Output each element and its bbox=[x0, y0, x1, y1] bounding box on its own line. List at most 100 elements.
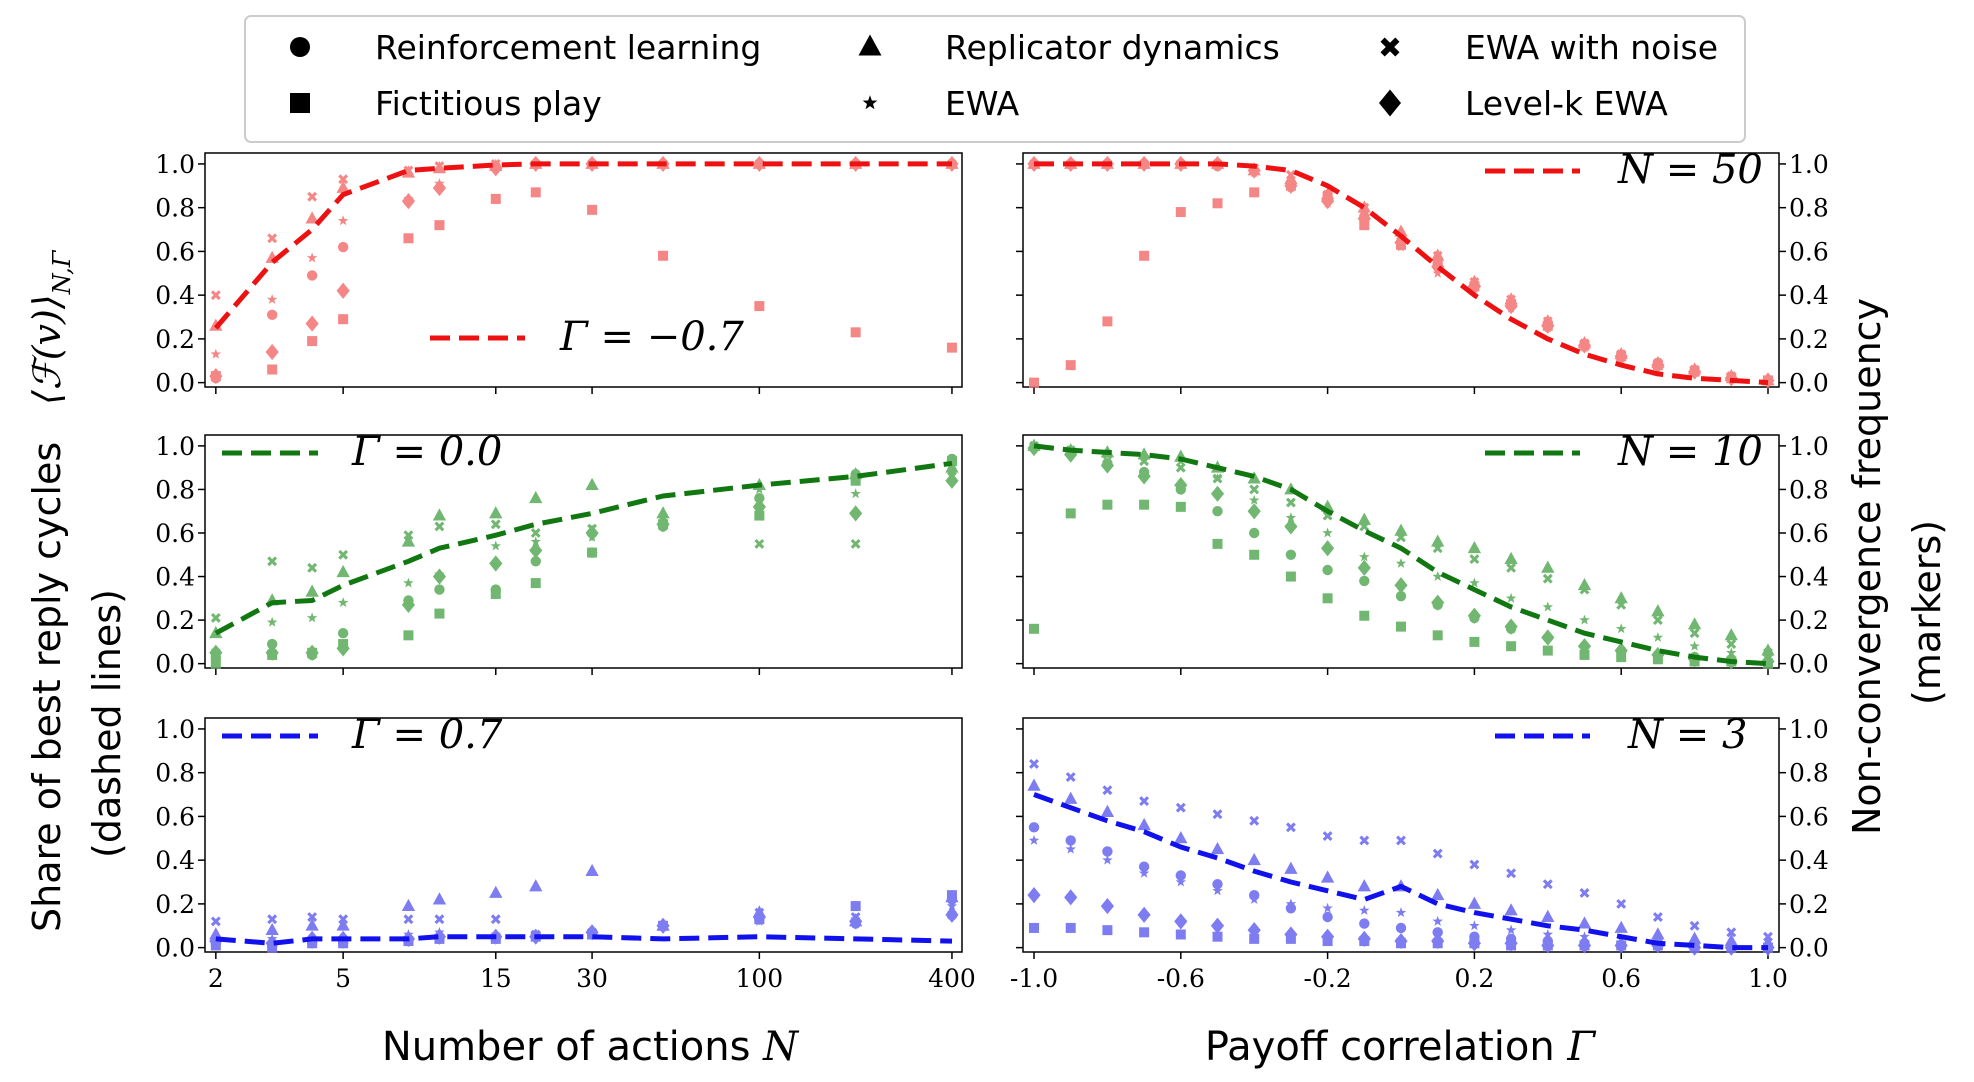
data-point-cross bbox=[1139, 456, 1150, 467]
data-point-diamond bbox=[1210, 917, 1225, 934]
data-point-circle bbox=[1579, 938, 1590, 949]
data-point-triangle bbox=[1357, 512, 1371, 525]
data-point-cross bbox=[338, 549, 349, 560]
data-point-cross bbox=[1652, 615, 1663, 626]
data-point-cross bbox=[1542, 573, 1553, 584]
panel-legend-label: Γ = 0.0 bbox=[351, 429, 502, 475]
legend-label: Fictitious play bbox=[375, 84, 602, 123]
data-point-diamond bbox=[1210, 485, 1225, 502]
data-point-diamond bbox=[1431, 932, 1445, 950]
data-point-diamond bbox=[265, 644, 279, 661]
data-point-cross bbox=[850, 912, 861, 922]
x-tick-label: 1.0 bbox=[1748, 964, 1788, 993]
data-point-cross bbox=[947, 909, 957, 920]
y-tick-label-right: 0.2 bbox=[1789, 325, 1829, 354]
data-point-circle bbox=[1579, 641, 1590, 652]
data-point-triangle bbox=[1064, 791, 1078, 804]
data-point-circle bbox=[1395, 922, 1407, 934]
data-point-star bbox=[266, 616, 278, 627]
data-point-square bbox=[307, 336, 318, 347]
data-point-cross bbox=[1432, 848, 1443, 859]
legend-marker-cross-icon bbox=[1380, 37, 1400, 57]
left-ylabel-line2: (dashed lines) bbox=[85, 589, 129, 858]
data-point-cross bbox=[1396, 532, 1406, 543]
data-point-circle bbox=[1359, 211, 1370, 222]
plot-frame bbox=[204, 152, 963, 388]
data-point-triangle bbox=[209, 927, 223, 940]
data-point-circle bbox=[434, 584, 445, 595]
x-tick-label: 30 bbox=[576, 964, 608, 993]
data-point-star bbox=[337, 597, 349, 608]
data-point-square bbox=[530, 578, 541, 589]
data-point-square bbox=[1029, 922, 1040, 933]
data-point-star bbox=[1359, 904, 1370, 915]
legend-item-circle: Reinforcement learning bbox=[290, 28, 761, 67]
x-axis-label-left: Number of actions N bbox=[382, 1024, 800, 1070]
data-point-diamond bbox=[1247, 922, 1261, 939]
data-point-square bbox=[754, 510, 765, 521]
data-point-triangle bbox=[1284, 861, 1298, 874]
data-point-square bbox=[1029, 377, 1040, 388]
left-ylabel-line1: Share of best reply cycles bbox=[25, 442, 69, 932]
data-point-square bbox=[1285, 571, 1296, 582]
data-point-square bbox=[1102, 925, 1113, 936]
x-tick-label: 0.2 bbox=[1455, 964, 1495, 993]
data-point-triangle bbox=[432, 508, 447, 521]
plot-frame bbox=[204, 434, 963, 669]
data-point-star bbox=[1359, 219, 1370, 230]
data-point-cross bbox=[1212, 809, 1223, 820]
legend-item-square: Fictitious play bbox=[290, 84, 602, 123]
data-point-circle bbox=[1212, 879, 1223, 890]
data-point-cross bbox=[307, 912, 318, 922]
markers bbox=[1027, 438, 1775, 670]
data-point-square bbox=[658, 250, 669, 261]
data-point-cross bbox=[490, 914, 501, 925]
series-line-dashed bbox=[1033, 443, 1769, 667]
data-point-cross bbox=[403, 914, 414, 925]
data-point-cross bbox=[1506, 294, 1517, 305]
data-point-circle bbox=[1065, 835, 1076, 846]
data-point-cross bbox=[1726, 927, 1737, 938]
data-point-cross bbox=[754, 907, 765, 918]
x-axis-label-left-var: N bbox=[762, 1024, 800, 1070]
data-point-cross bbox=[1689, 628, 1700, 639]
data-point-cross bbox=[267, 233, 278, 244]
data-point-triangle bbox=[1651, 604, 1665, 617]
data-point-star bbox=[490, 929, 501, 939]
data-point-cross bbox=[1652, 912, 1663, 922]
data-point-square bbox=[490, 193, 501, 204]
data-point-triangle bbox=[401, 534, 416, 547]
data-point-triangle bbox=[1027, 778, 1041, 791]
data-point-square bbox=[1396, 621, 1406, 632]
data-point-triangle bbox=[1687, 617, 1702, 630]
data-point-triangle bbox=[1614, 591, 1628, 604]
panel-row2-left: 0.0 0.2 0.4 0.6 0.8 1.0 2 5 15 30 100 400 Γ = 0.7 bbox=[155, 712, 976, 993]
legend-label: EWA with noise bbox=[1465, 28, 1718, 67]
data-point-cross bbox=[1616, 599, 1627, 610]
data-point-square bbox=[1322, 593, 1333, 604]
data-point-cross bbox=[338, 174, 349, 185]
data-point-cross bbox=[1359, 521, 1370, 532]
data-point-cross bbox=[434, 161, 445, 172]
x-tick-label: -1.0 bbox=[1010, 964, 1058, 993]
data-point-cross bbox=[1616, 898, 1627, 909]
data-point-cross bbox=[658, 920, 668, 931]
data-point-square bbox=[1139, 499, 1150, 510]
y-tick-label-right: 0.4 bbox=[1789, 846, 1829, 875]
data-point-star bbox=[1322, 902, 1333, 913]
data-point-star bbox=[1395, 241, 1407, 252]
data-point-circle bbox=[1505, 933, 1517, 945]
data-point-cross bbox=[850, 538, 861, 549]
data-point-cross bbox=[210, 916, 221, 927]
data-point-triangle bbox=[336, 564, 350, 578]
data-point-cross bbox=[1726, 639, 1737, 649]
data-point-star bbox=[1322, 527, 1333, 538]
y-tick-label-right: 0.6 bbox=[1789, 237, 1829, 266]
legend-label: Replicator dynamics bbox=[945, 28, 1280, 67]
data-point-diamond bbox=[752, 498, 766, 515]
data-point-star bbox=[1285, 182, 1297, 193]
data-point-cross bbox=[1689, 364, 1700, 375]
data-point-star bbox=[210, 348, 222, 359]
y-tick-label: 0.0 bbox=[155, 650, 195, 679]
